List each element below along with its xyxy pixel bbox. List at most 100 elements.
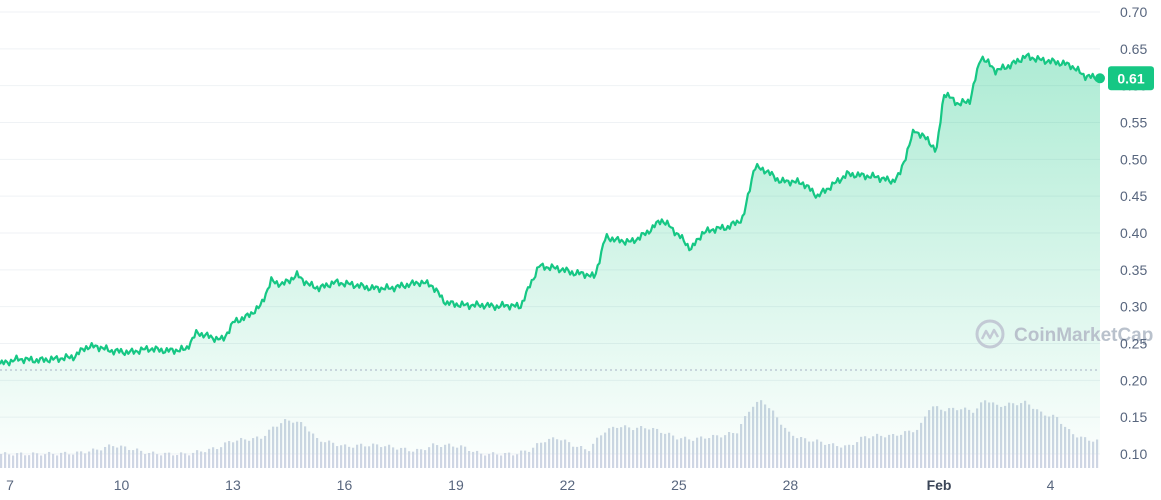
volume-bar [204,452,207,468]
volume-bar [100,450,103,468]
current-price-label: 0.61 [1117,70,1144,86]
volume-bar [460,445,463,468]
volume-bar [208,448,211,468]
volume-bar [844,445,847,468]
current-price-badge [1108,66,1154,91]
volume-bar [232,442,235,468]
volume-bar [236,440,239,468]
volume-bar [420,449,423,468]
volume-bar [348,446,351,468]
volume-bar [476,450,479,468]
volume-bar [368,446,371,468]
volume-bar [588,451,591,468]
volume-bar [228,441,231,468]
volume-bar [92,448,95,468]
volume-bar [500,455,503,468]
volume-bar [52,453,55,468]
x-tick-label: 7 [6,477,14,493]
x-tick-label: 28 [783,477,799,493]
volume-bar [216,449,219,468]
volume-bar [168,452,171,468]
coinmarketcap-watermark: CoinMarketCap [975,319,1153,349]
volume-bar [212,447,215,468]
volume-bar [84,453,87,468]
volume-bar [584,449,587,468]
volume-bar [504,453,507,468]
volume-bar [196,450,199,468]
volume-bar [116,447,119,468]
volume-bar [408,451,411,468]
volume-bar [384,446,387,468]
volume-bar [160,455,163,468]
volume-bar [80,451,83,468]
coinmarketcap-logo-icon [975,319,1005,349]
x-tick-label: 16 [337,477,353,493]
volume-bar [320,441,323,468]
volume-bar [172,455,175,468]
volume-bar [356,444,359,468]
volume-bar [400,447,403,468]
volume-bar [412,451,415,468]
volume-bar [112,446,115,468]
y-tick-label: 0.15 [1120,409,1147,425]
x-axis: 7 10 13 16 19 22 25 28 Feb 4 [6,477,1055,493]
volume-bar [352,447,355,468]
volume-bar [444,444,447,468]
volume-bar [428,447,431,468]
volume-bar [220,447,223,468]
volume-bar [496,454,499,468]
volume-bar [832,443,835,468]
volume-bar [4,452,7,468]
volume-bar [520,450,523,468]
volume-bar [484,455,487,468]
volume-bar [560,440,563,468]
volume-bar [144,453,147,468]
volume-bar [56,455,59,468]
volume-bar [436,445,439,468]
volume-bar [64,451,67,468]
volume-bar [1092,441,1095,468]
volume-bar [396,449,399,468]
price-area [0,52,1101,454]
volume-bar [492,452,495,468]
volume-bar [580,446,583,468]
volume-bar [840,447,843,468]
y-tick-label: 0.45 [1120,188,1147,204]
x-tick-label: 22 [560,477,576,493]
volume-bar [152,451,155,468]
volume-bar [448,443,451,468]
volume-bar [852,444,855,468]
volume-bar [508,452,511,468]
volume-bar [432,443,435,468]
x-tick-label: 10 [114,477,130,493]
volume-bar [0,454,3,468]
volume-bar [28,455,31,468]
volume-bar [468,451,471,468]
price-area-fill [0,53,1100,454]
y-tick-label: 0.65 [1120,41,1147,57]
volume-bar [452,446,455,468]
volume-bar [48,451,51,468]
current-price-dot [1095,73,1105,84]
volume-bar [188,455,191,468]
y-axis: 0.700.650.600.550.500.450.400.350.300.25… [1120,4,1147,462]
volume-bar [376,444,379,468]
volume-bar [344,444,347,468]
watermark-text: CoinMarketCap [1014,325,1153,346]
volume-bar [332,442,335,468]
volume-bar [404,447,407,468]
volume-bar [464,446,467,468]
volume-bar [836,446,839,468]
volume-bar [488,453,491,468]
volume-bar [124,446,127,468]
y-tick-label: 0.10 [1120,446,1147,462]
volume-bar [472,451,475,468]
volume-bar [392,447,395,468]
volume-bar [572,446,575,468]
volume-bar [568,442,571,468]
volume-bar [120,445,123,468]
volume-bar [164,452,167,468]
volume-bar [224,442,227,468]
y-tick-label: 0.55 [1120,115,1147,131]
